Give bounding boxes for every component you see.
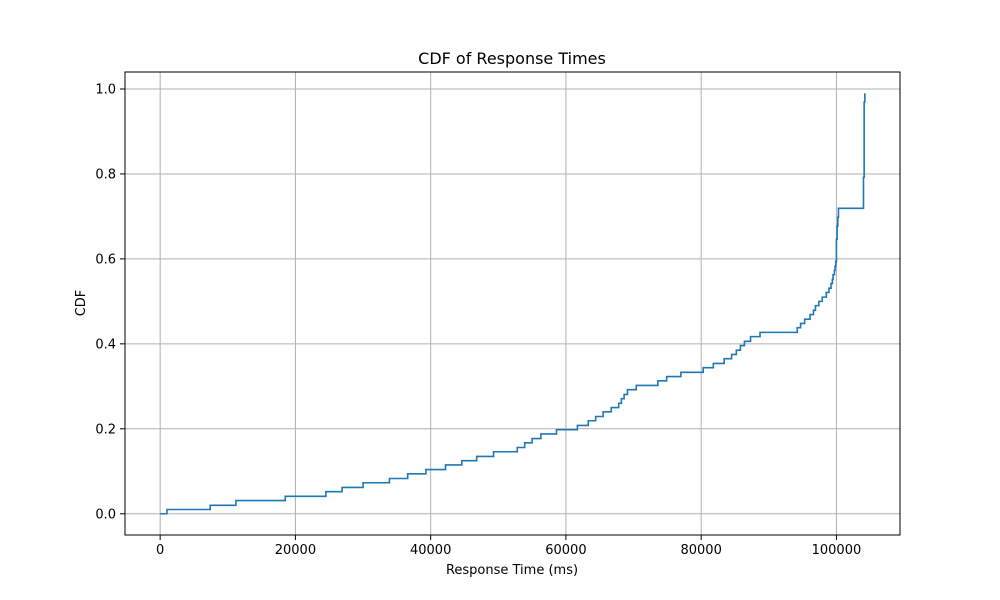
x-tick-label: 40000 (410, 543, 451, 558)
x-tick-label: 60000 (545, 543, 586, 558)
series-layer (160, 93, 866, 515)
y-tick-label: 0.8 (95, 167, 116, 182)
y-axis-label: CDF (74, 290, 89, 317)
y-tick-label: 0.2 (95, 422, 116, 437)
x-tick-label: 80000 (680, 543, 721, 558)
x-tick-label: 0 (156, 543, 164, 558)
y-tick-label: 1.0 (95, 82, 116, 97)
ticks: 0 20000 40000 60000 80000 100000 0.0 0.2 0.4 0.6 0… (95, 82, 861, 558)
y-tick-label: 0.4 (95, 337, 116, 352)
y-tick-label: 0.0 (95, 507, 116, 522)
grid (125, 72, 900, 535)
cdf-series-line (160, 93, 866, 515)
x-tick-label: 100000 (812, 543, 862, 558)
y-tick-label: 0.6 (95, 252, 116, 267)
x-axis-label: Response Time (ms) (446, 563, 578, 578)
plot-frame (124, 71, 901, 536)
x-tick-label: 20000 (275, 543, 316, 558)
chart-title: CDF of Response Times (418, 49, 606, 68)
